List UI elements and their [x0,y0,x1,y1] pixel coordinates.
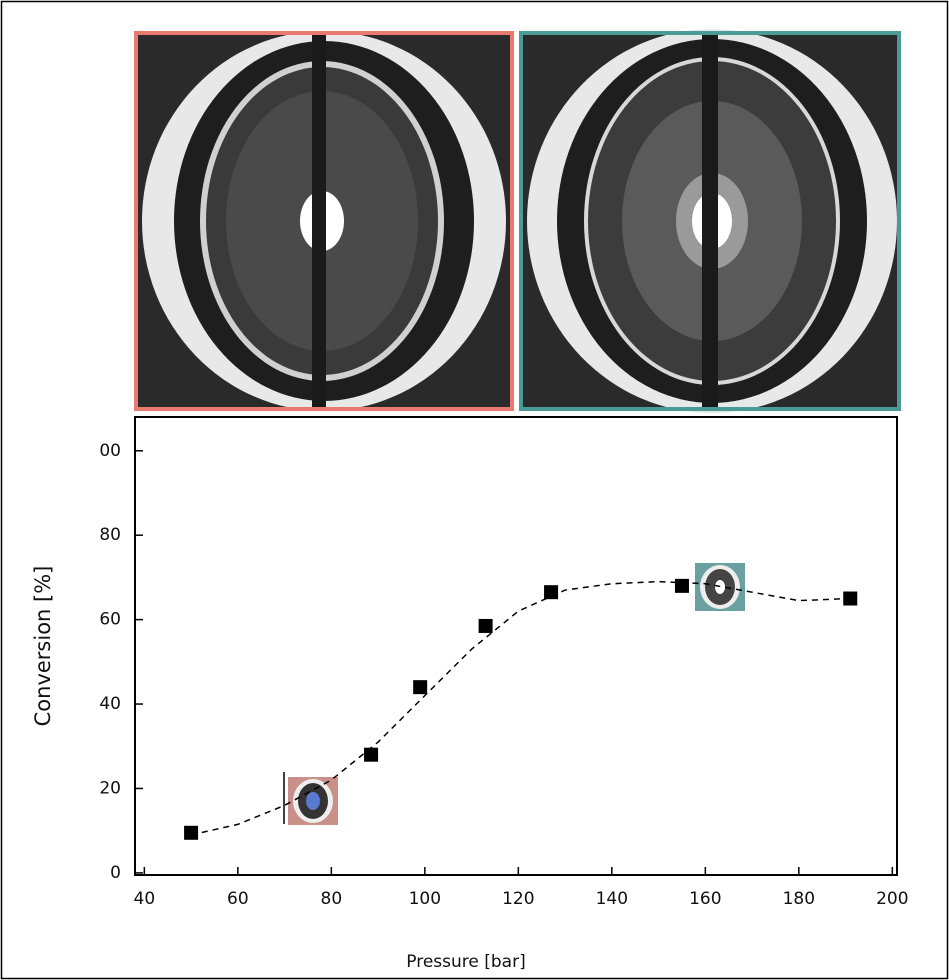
x-tick-label: 100 [409,889,441,909]
data-point [364,747,379,762]
data-point [544,585,559,600]
photo-right [519,29,901,413]
fit-line [190,580,851,836]
plot-area [134,416,898,876]
photo-left [134,31,514,411]
x-tick-label: 200 [876,889,908,909]
x-tick-label: 60 [227,889,249,909]
y-tick-label: 20 [99,778,121,798]
data-point [184,825,199,840]
x-tick-label: 120 [502,889,534,909]
inset-photo [283,772,338,825]
y-tick-label: 60 [99,610,121,630]
x-tick-label: 140 [596,889,628,909]
x-tick-label: 80 [321,889,343,909]
x-tick-label: 180 [783,889,815,909]
x-tick-label: 160 [689,889,721,909]
data-point [413,680,428,695]
y-tick-label: 00 [99,441,121,461]
x-tick-label: 40 [134,889,156,909]
x-axis-label: Pressure [bar] [406,952,525,972]
y-tick-label: 0 [110,863,121,883]
y-tick-label: 80 [99,525,121,545]
data-point [674,578,689,593]
y-axis-label: Conversion [%] [31,566,55,727]
y-tick-label: 40 [99,694,121,714]
data-point [478,618,493,633]
